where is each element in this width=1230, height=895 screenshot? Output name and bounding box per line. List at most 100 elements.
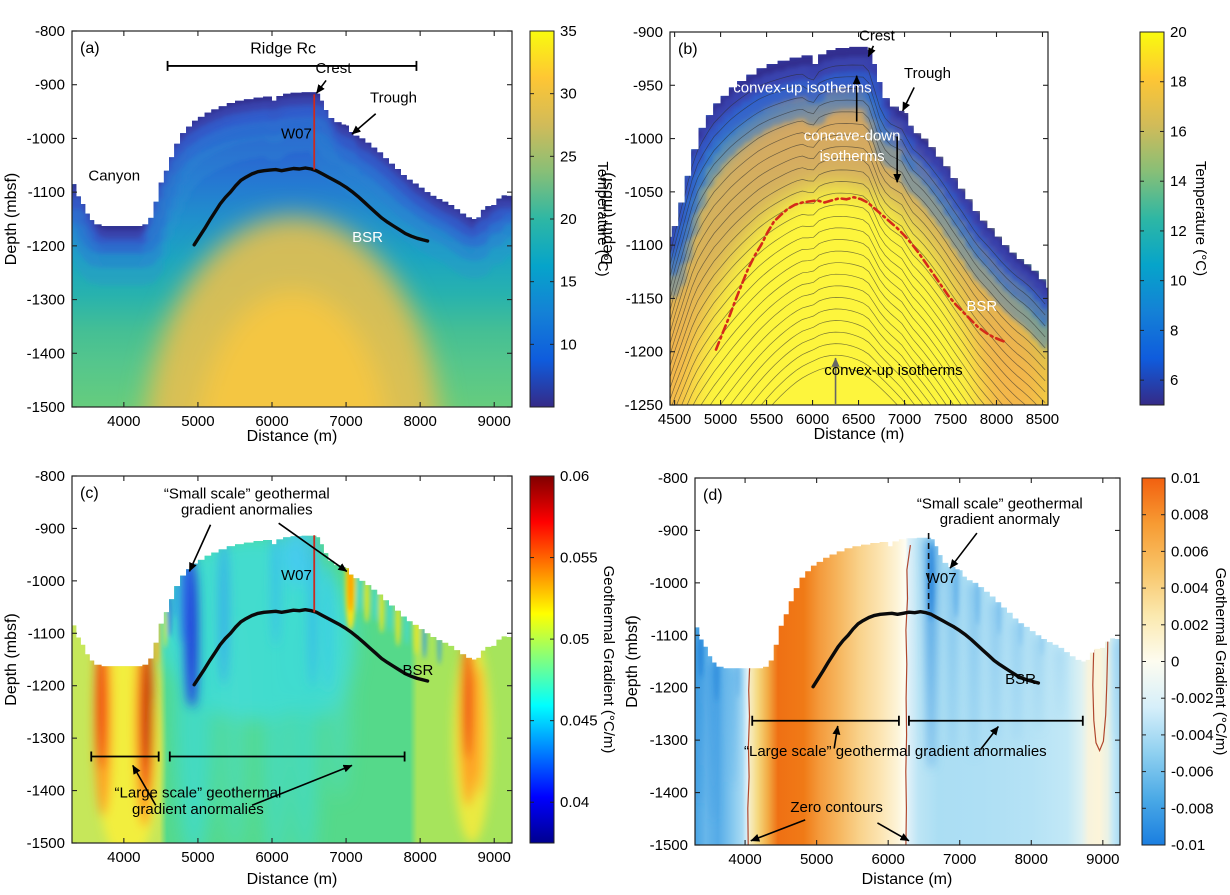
axes: 4000 5000 6000 7000 8000 9000 -800 -900 -1000 -11… bbox=[3, 23, 513, 445]
x-tick-label: 8000 bbox=[403, 849, 436, 866]
field-b bbox=[670, 46, 1048, 406]
colorbar: 35 30 25 20 15 10 Temperature (°C) bbox=[529, 23, 611, 408]
colorbar-tick-label: 18 bbox=[1170, 74, 1187, 91]
colorbar-tick-label: 10 bbox=[1170, 273, 1187, 290]
extent-bracket bbox=[90, 751, 160, 762]
tick-marks bbox=[72, 30, 512, 408]
colorbar-tick-label: 8 bbox=[1170, 322, 1178, 339]
isotherm bbox=[670, 297, 1046, 406]
annotation-arrow bbox=[877, 822, 910, 842]
colorbar-tick-label: 30 bbox=[560, 86, 577, 103]
cold-region bbox=[157, 535, 355, 843]
field-blob bbox=[688, 186, 983, 406]
field-blob bbox=[364, 572, 370, 623]
x-tick-label: 6000 bbox=[871, 851, 904, 868]
colorbar-tick-label: -0.008 bbox=[1171, 800, 1214, 817]
zero-contour bbox=[905, 545, 911, 845]
field-blob bbox=[463, 643, 472, 760]
annotation-text: BSR bbox=[1005, 671, 1036, 688]
isotherm bbox=[670, 192, 1046, 406]
annotation-text: BSR bbox=[966, 298, 997, 315]
annotation-text: “Large scale” geothermal gradient anorma… bbox=[744, 743, 1047, 760]
x-axis-label: Distance (m) bbox=[247, 871, 338, 888]
x-axis-label: Distance (m) bbox=[247, 428, 338, 445]
annotation-text: BSR bbox=[403, 662, 434, 679]
colorbar-tick-label: 14 bbox=[1170, 173, 1187, 190]
isotherm bbox=[670, 146, 1046, 382]
colorbar-tick-label: 0.045 bbox=[560, 713, 598, 730]
field-blob bbox=[280, 535, 316, 586]
field-blob bbox=[1040, 614, 1044, 657]
y-tick-label: -900 bbox=[35, 520, 65, 537]
y-tick-label: -900 bbox=[633, 24, 663, 41]
zero-contours bbox=[747, 545, 1109, 845]
y-tick-label: -1250 bbox=[625, 397, 663, 414]
field-blob bbox=[437, 622, 442, 665]
field-blob bbox=[713, 644, 719, 702]
panel-b: 4500 5000 5500 6000 6500 7000 7500 8000 8500 -900… bbox=[599, 24, 1209, 443]
annotation-text: Ridge Rc bbox=[250, 41, 316, 58]
annotation-text: gradient anormalies bbox=[181, 501, 313, 518]
colorbar-tick-label: -0.01 bbox=[1171, 837, 1205, 854]
colorbar-tick-label: 0.008 bbox=[1171, 507, 1209, 524]
colorbar-tick-label: -0.006 bbox=[1171, 764, 1214, 781]
annotation-text: concave-down bbox=[804, 128, 901, 145]
isotherm bbox=[670, 134, 1046, 371]
annotation-text: “Small scale” geothermal bbox=[164, 486, 330, 503]
annotation-text: convex-up isotherms bbox=[824, 362, 962, 379]
colorbar-label: Geothermal Gradient (°C/m) bbox=[600, 566, 617, 754]
field-blob bbox=[698, 623, 703, 679]
isotherm bbox=[670, 331, 1046, 406]
x-tick-label: 9000 bbox=[478, 413, 511, 430]
y-tick-label: -800 bbox=[35, 468, 65, 485]
panel-c: 4000 5000 6000 7000 8000 9000 -800 -900 -1000 -11… bbox=[3, 468, 617, 888]
x-tick-label: 8000 bbox=[1015, 851, 1048, 868]
colorbar-label: Temperature (°C) bbox=[1192, 161, 1209, 276]
y-tick-label: -900 bbox=[658, 522, 688, 539]
extent-bracket bbox=[168, 751, 406, 762]
annotation-arrow bbox=[132, 764, 157, 806]
x-tick-label: 6000 bbox=[796, 411, 829, 428]
y-tick-label: -1000 bbox=[27, 130, 65, 147]
colorbar-tick-label: 0.004 bbox=[1171, 580, 1209, 597]
extent-bracket bbox=[751, 715, 900, 726]
extent-bracket bbox=[908, 715, 1084, 726]
x-tick-label: 8000 bbox=[980, 411, 1013, 428]
isotherm bbox=[670, 99, 1046, 338]
plume-wedge bbox=[969, 583, 979, 756]
y-tick-label: -1150 bbox=[626, 290, 663, 307]
field-blob bbox=[387, 594, 392, 633]
annotation-text: Crest bbox=[316, 60, 353, 77]
field-blob bbox=[404, 607, 409, 646]
y-tick-label: -1300 bbox=[650, 732, 688, 749]
field-blob bbox=[414, 608, 419, 656]
field-blob bbox=[373, 584, 377, 622]
y-tick-label: -1000 bbox=[27, 573, 65, 590]
isotherm bbox=[670, 64, 1046, 305]
x-tick-label: 9000 bbox=[478, 849, 511, 866]
colorbar-tick-label: 0.002 bbox=[1171, 617, 1209, 634]
panel-tag: (d) bbox=[703, 487, 723, 504]
field-blob bbox=[262, 588, 290, 843]
x-tick-label: 7000 bbox=[329, 413, 362, 430]
annotation-text: BSR bbox=[352, 229, 383, 246]
x-tick-label: 8500 bbox=[1026, 411, 1059, 428]
y-tick-label: -1200 bbox=[625, 344, 663, 361]
x-tick-label: 4500 bbox=[658, 411, 691, 428]
x-tick-label: 6500 bbox=[842, 411, 875, 428]
y-tick-label: -1100 bbox=[28, 184, 65, 201]
y-tick-label: -1400 bbox=[27, 783, 65, 800]
annotation-arrow bbox=[949, 532, 978, 569]
isotherm bbox=[670, 239, 1046, 406]
tick-marks bbox=[670, 31, 1048, 406]
annotation-arrow bbox=[278, 522, 348, 573]
y-tick-label: -1200 bbox=[650, 680, 688, 697]
plume-wedge bbox=[1113, 641, 1120, 741]
panel-tag: (c) bbox=[80, 485, 99, 502]
colorbar-bar bbox=[529, 475, 555, 844]
x-tick-label: 6000 bbox=[255, 413, 288, 430]
zero-contour bbox=[1092, 639, 1109, 753]
isotherm-contours bbox=[670, 64, 1046, 406]
x-tick-label: 7500 bbox=[934, 411, 967, 428]
